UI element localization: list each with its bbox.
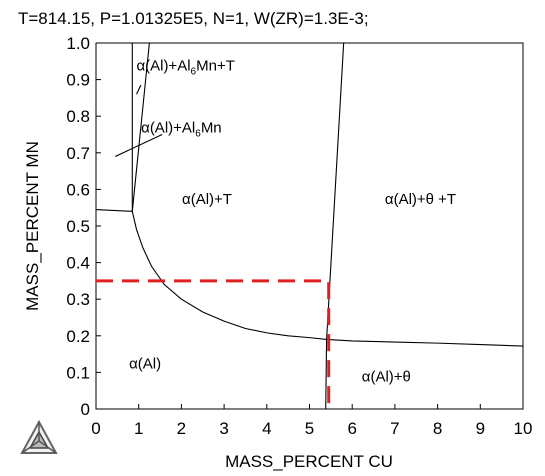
x-tick-label: 5 [305, 419, 314, 438]
y-tick-label: 0.1 [66, 363, 90, 382]
y-tick-label: 0.7 [66, 144, 90, 163]
pointer-line [136, 84, 142, 95]
phase-boundary-line [131, 42, 150, 212]
marker-lines [96, 279, 331, 409]
y-axis: 0 0.1 0.2 0.3 0.4 0.5 0.6 0.7 0.8 0.9 1.0 [66, 34, 101, 419]
y-tick-label: 0.4 [66, 254, 90, 273]
x-axis-label: MASS_PERCENT CU [225, 452, 393, 471]
y-tick-label: 0.9 [66, 71, 90, 90]
red-dashed-marker [96, 279, 331, 409]
x-tick-label: 8 [433, 419, 442, 438]
y-tick-label: 0.5 [66, 217, 90, 236]
x-tick-label: 3 [219, 419, 228, 438]
y-tick-label: 1.0 [66, 34, 90, 53]
y-axis-label: MASS_PERCENT MN [23, 141, 42, 311]
y-tick-label: 0.3 [66, 290, 90, 309]
phase-boundary-line [325, 339, 328, 410]
region-label: α(Al)+Al6Mn+T [136, 57, 234, 77]
region-label: α(Al)+T [182, 191, 232, 208]
phase-boundaries [95, 42, 524, 410]
region-labels: α(Al)+Al6Mn+T α(Al)+Al6Mn α(Al)+T α(Al)+θ +… [129, 57, 456, 385]
x-tick-label: 1 [134, 419, 143, 438]
y-tick-label: 0.2 [66, 327, 90, 346]
x-tick-label: 2 [177, 419, 186, 438]
phase-boundary-line [131, 211, 327, 341]
phase-boundary-line [95, 208, 133, 212]
x-tick-label: 6 [347, 419, 356, 438]
region-label: α(Al)+Al6Mn [141, 120, 222, 140]
chart-header: T=814.15, P=1.01325E5, N=1, W(ZR)=1.3E-3… [18, 9, 369, 28]
y-tick-label: 0.8 [66, 107, 90, 126]
phase-boundary-line [326, 338, 524, 347]
x-tick-label: 7 [390, 419, 399, 438]
region-label: α(Al) [129, 356, 161, 373]
x-axis: 0 1 2 3 4 5 6 7 8 9 10 [91, 404, 532, 438]
thermo-calc-logo [20, 419, 58, 454]
plot-frame [95, 42, 524, 410]
x-tick-label: 0 [91, 419, 100, 438]
y-tick-label: 0 [81, 400, 90, 419]
x-tick-label: 4 [262, 419, 271, 438]
pointer-line [114, 134, 163, 157]
label-pointers [114, 84, 163, 157]
region-label: α(Al)+θ [362, 369, 411, 386]
region-label: α(Al)+θ +T [385, 191, 456, 208]
x-tick-label: 10 [514, 419, 533, 438]
x-tick-label: 9 [476, 419, 485, 438]
y-tick-label: 0.6 [66, 180, 90, 199]
